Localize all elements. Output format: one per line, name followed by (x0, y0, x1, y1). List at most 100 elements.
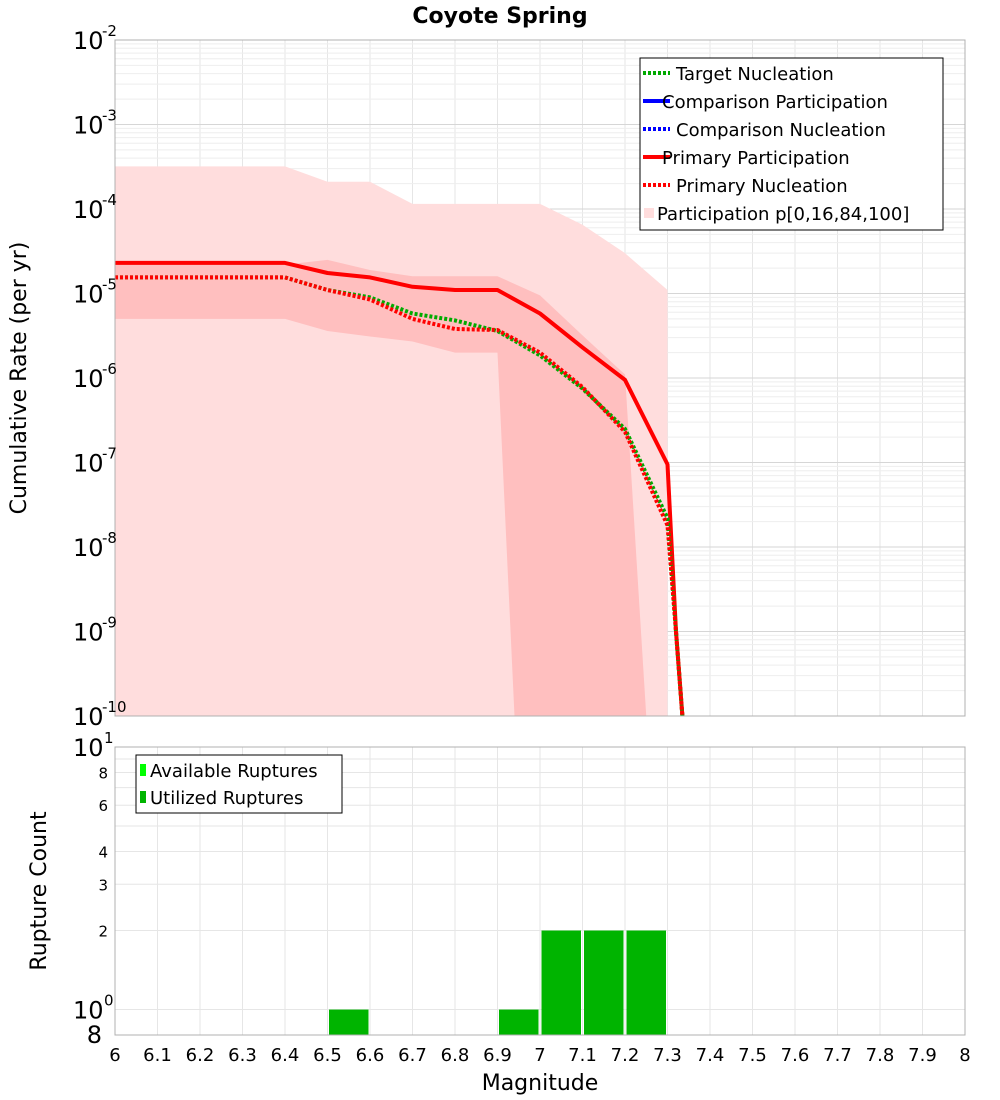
x-tick-label: 7.4 (696, 1045, 725, 1066)
x-tick-label: 6.2 (186, 1045, 215, 1066)
x-tick-label: 7.6 (781, 1045, 810, 1066)
legend-box (135, 754, 343, 814)
y-tick-exponent: -7 (102, 445, 117, 463)
rate-y-axis-label: Cumulative Rate (per yr) (7, 242, 32, 515)
x-tick-label: 7.2 (611, 1045, 640, 1066)
x-tick-label: 7.7 (823, 1045, 852, 1066)
x-tick-label: 6 (109, 1045, 120, 1066)
count-plot-frame (114, 746, 966, 1036)
legend-item: Primary Nucleation (643, 176, 848, 197)
series-primary-participation (115, 260, 685, 717)
y-tick-label: 10-6 (73, 360, 117, 393)
y-tick-base: 10 (73, 619, 104, 647)
legend-item: Comparison Participation (643, 92, 888, 113)
series-primary-nucleation (115, 275, 685, 717)
x-axis-label: Magnitude (482, 1071, 599, 1096)
y-tick-exponent: -5 (102, 276, 117, 294)
rate-y-ticks: 10-210-310-410-510-610-710-810-910-10 (73, 22, 127, 731)
count-legend: Available Ruptures Utilized Ruptures (135, 754, 343, 814)
count-y-axis-label: Rupture Count (27, 811, 52, 971)
legend-label: Primary Nucleation (676, 176, 848, 197)
y-tick-label: 8 (98, 764, 108, 782)
x-tick-label: 6.4 (271, 1045, 300, 1066)
y-tick-label: 10-7 (73, 445, 117, 478)
y-major-tick-label: 10 0 (73, 992, 114, 1025)
y-tick-label: 10-3 (73, 107, 117, 140)
legend-item: Primary Participation (643, 148, 850, 169)
band-p16-p84 (115, 259, 647, 716)
y-tick-exponent: -10 (102, 698, 127, 716)
y-tick-base: 10 (73, 196, 104, 224)
y-tick-base: 10 (73, 112, 104, 140)
y-tick-exponent: -9 (102, 614, 117, 632)
count-plot-bars (329, 930, 666, 1035)
x-tick-label: 6.1 (143, 1045, 172, 1066)
y-tick-label: 10-4 (73, 191, 117, 224)
x-tick-label: 7.3 (653, 1045, 682, 1066)
legend-label: Comparison Nucleation (676, 120, 886, 141)
x-tick-label: 6.5 (313, 1045, 342, 1066)
legend-item: Participation p[0,16,84,100] (644, 204, 909, 225)
legend-item: Available Ruptures (140, 761, 318, 782)
legend-swatch (644, 208, 654, 218)
rate-plot-frame (114, 39, 966, 717)
legend-swatch (140, 764, 146, 776)
rupture-bar (626, 930, 666, 1035)
rupture-bar (329, 1009, 369, 1035)
x-tick-label: 7.1 (568, 1045, 597, 1066)
rate-plot-series (114, 260, 685, 717)
y-tick-base: 10 (73, 997, 104, 1025)
x-tick-label: 6.6 (356, 1045, 385, 1066)
x-tick-label: 6.7 (398, 1045, 427, 1066)
legend-item: Comparison Nucleation (643, 120, 886, 141)
y-tick-exponent: 0 (104, 992, 114, 1010)
x-tick-label: 8 (959, 1045, 970, 1066)
y-tick-label: 10-2 (73, 22, 117, 55)
y-tick-exponent: 1 (104, 729, 114, 747)
legend-label: Comparison Participation (662, 92, 888, 113)
y-tick-exponent: -2 (102, 22, 117, 40)
y-tick-base: 10 (73, 703, 104, 731)
x-tick-label: 7.9 (908, 1045, 937, 1066)
y-tick-base: 10 (73, 365, 104, 393)
legend-label: Target Nucleation (675, 64, 834, 85)
x-tick-label: 7 (534, 1045, 545, 1066)
x-tick-label: 6.3 (228, 1045, 257, 1066)
legend-label: Utilized Ruptures (150, 788, 303, 809)
legend-swatch (140, 791, 146, 803)
y-tick-base: 10 (73, 27, 104, 55)
legend-label: Primary Participation (662, 148, 850, 169)
x-tick-label: 7.5 (738, 1045, 767, 1066)
y-tick-exponent: -3 (102, 107, 117, 125)
rupture-bar (584, 930, 624, 1035)
rate-plot-bands (115, 166, 668, 716)
legend-box (639, 57, 944, 231)
y-tick-base: 10 (73, 534, 104, 562)
rate-legend: Target Nucleation Comparison Participatio… (639, 57, 944, 231)
y-tick-exponent: -4 (102, 191, 117, 209)
y-tick-label: 2 (98, 923, 108, 941)
x-tick-label: 6.8 (441, 1045, 470, 1066)
rate-plot: 10-210-310-410-510-610-710-810-910-10 Cu… (7, 22, 966, 731)
legend-item: Utilized Ruptures (140, 788, 303, 809)
rupture-bar (541, 930, 581, 1035)
legend-label: Available Ruptures (150, 761, 318, 782)
legend-label: Participation p[0,16,84,100] (657, 204, 909, 225)
x-tick-label: 6.9 (483, 1045, 512, 1066)
y-tick-label: 10-10 (73, 698, 127, 731)
y-tick-exponent: -6 (102, 360, 117, 378)
y-tick-label: 3 (98, 876, 108, 894)
legend-item: Target Nucleation (643, 64, 834, 85)
magnitude-x-ticks: 6 6.1 6.2 6.3 6.4 6.5 6.6 6.7 6.8 6.9 7 7.1 7.2 7.3 7.… (109, 1045, 970, 1066)
y-tick-exponent: -8 (102, 529, 117, 547)
y-tick-label: 10-8 (73, 529, 117, 562)
y-tick-base: 10 (73, 281, 104, 309)
y-tick-label: 4 (98, 843, 108, 861)
y-tick-base: 10 (73, 734, 104, 762)
y-tick-label: 10-5 (73, 276, 117, 309)
x-tick-label: 7.8 (866, 1045, 895, 1066)
y-tick-label-bottom: 8 (87, 1021, 102, 1049)
